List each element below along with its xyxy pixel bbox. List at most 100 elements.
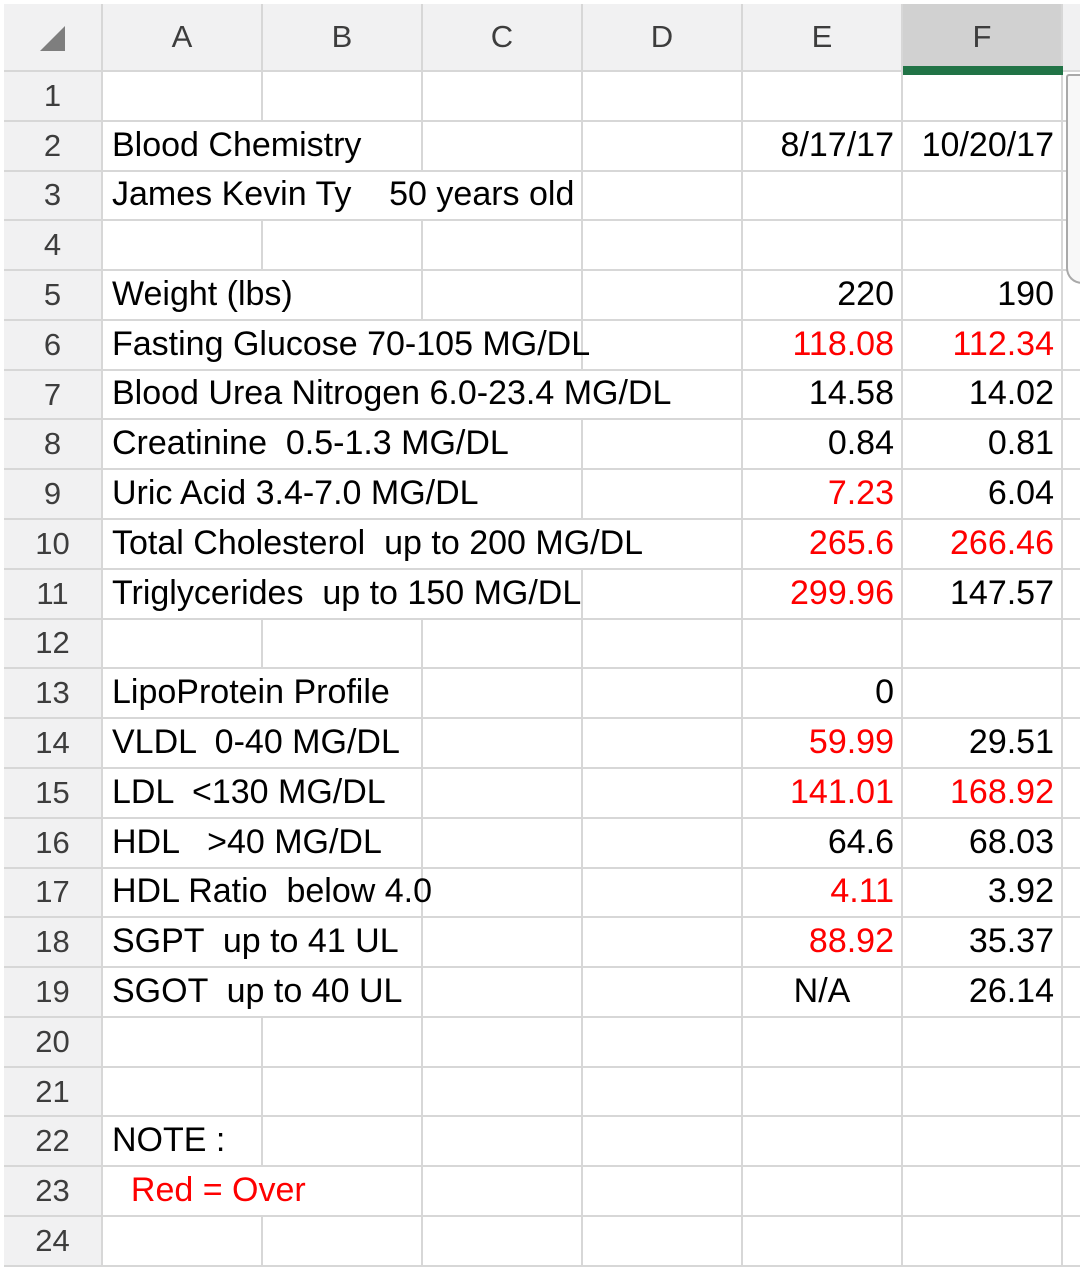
cell-A23[interactable] — [103, 1167, 263, 1215]
cell-F16[interactable]: 68.03 — [903, 818, 1063, 867]
cell-B23[interactable] — [263, 1167, 423, 1215]
cell-B3[interactable] — [263, 172, 423, 220]
partial-cell-20[interactable] — [1063, 1017, 1080, 1066]
cell-E15[interactable]: 141.01 — [743, 768, 903, 817]
cell-C8[interactable] — [423, 420, 583, 469]
cell-A4[interactable] — [103, 221, 263, 270]
cell-C5[interactable] — [423, 271, 583, 319]
row-header-12[interactable]: 12 — [4, 619, 103, 668]
row-header-10[interactable]: 10 — [4, 520, 103, 568]
cell-B8[interactable] — [263, 420, 423, 468]
cell-F24[interactable] — [903, 1216, 1063, 1265]
row-header-15[interactable]: 15 — [4, 768, 103, 817]
cell-B18[interactable] — [263, 918, 423, 967]
cell-C14[interactable] — [423, 719, 583, 767]
cell-E7[interactable]: 14.58 — [743, 370, 903, 419]
cell-A8[interactable] — [103, 420, 263, 468]
row-header-20[interactable]: 20 — [4, 1017, 103, 1066]
row-header-14[interactable]: 14 — [4, 719, 103, 767]
cell-A6[interactable] — [103, 321, 263, 369]
cell-D10[interactable] — [583, 520, 743, 568]
partial-cell-11[interactable] — [1063, 569, 1080, 618]
cell-A13[interactable] — [103, 669, 263, 717]
cell-A14[interactable] — [103, 719, 263, 767]
cell-E1[interactable] — [743, 72, 903, 120]
row-header-8[interactable]: 8 — [4, 420, 103, 469]
cell-D20[interactable] — [583, 1017, 743, 1066]
cell-B19[interactable] — [263, 968, 423, 1016]
cell-B17[interactable] — [263, 868, 423, 917]
cell-B11[interactable] — [263, 570, 423, 618]
cell-E6[interactable]: 118.08 — [743, 320, 903, 369]
cell-C2[interactable] — [423, 121, 583, 170]
partial-cell-18[interactable] — [1063, 918, 1080, 967]
cell-F9[interactable]: 6.04 — [903, 470, 1063, 519]
cell-F20[interactable] — [903, 1017, 1063, 1066]
cell-F6[interactable]: 112.34 — [903, 320, 1063, 369]
row-header-23[interactable]: 23 — [4, 1167, 103, 1215]
cell-F13[interactable] — [903, 669, 1063, 718]
cell-D9[interactable] — [583, 470, 743, 519]
column-header-C[interactable]: C — [423, 4, 583, 72]
cell-B1[interactable] — [263, 72, 423, 120]
cell-E16[interactable]: 64.6 — [743, 818, 903, 867]
cell-E11[interactable]: 299.96 — [743, 569, 903, 618]
cell-F5[interactable]: 190 — [903, 271, 1063, 319]
partial-cell-7[interactable] — [1063, 370, 1080, 419]
column-header-F[interactable]: F — [903, 4, 1063, 72]
partial-cell-24[interactable] — [1063, 1216, 1080, 1265]
cell-F12[interactable] — [903, 619, 1063, 668]
cell-F1[interactable] — [903, 72, 1063, 120]
cell-D7[interactable] — [583, 370, 743, 419]
cell-B9[interactable] — [263, 470, 423, 518]
cell-C23[interactable] — [423, 1167, 583, 1215]
cell-E10[interactable]: 265.6 — [743, 520, 903, 568]
cell-D8[interactable] — [583, 420, 743, 469]
row-header-5[interactable]: 5 — [4, 271, 103, 319]
row-header-16[interactable]: 16 — [4, 818, 103, 867]
row-header-11[interactable]: 11 — [4, 569, 103, 618]
cell-B21[interactable] — [263, 1067, 423, 1116]
cell-C21[interactable] — [423, 1067, 583, 1116]
partial-cell-12[interactable] — [1063, 619, 1080, 668]
cell-D13[interactable] — [583, 669, 743, 718]
partial-cell-10[interactable] — [1063, 520, 1080, 568]
row-header-13[interactable]: 13 — [4, 669, 103, 718]
cell-C16[interactable] — [423, 818, 583, 867]
cell-D16[interactable] — [583, 818, 743, 867]
cell-D5[interactable] — [583, 271, 743, 319]
cell-C17[interactable] — [423, 868, 583, 917]
cell-F22[interactable] — [903, 1117, 1063, 1166]
cell-C19[interactable] — [423, 968, 583, 1016]
cell-B24[interactable] — [263, 1216, 423, 1265]
cell-A15[interactable] — [103, 769, 263, 817]
cell-E22[interactable] — [743, 1117, 903, 1166]
cell-D18[interactable] — [583, 918, 743, 967]
cell-A5[interactable] — [103, 271, 263, 319]
partial-cell-14[interactable] — [1063, 719, 1080, 767]
cell-B5[interactable] — [263, 271, 423, 319]
cell-C24[interactable] — [423, 1216, 583, 1265]
partial-cell-17[interactable] — [1063, 868, 1080, 917]
cell-C11[interactable] — [423, 569, 583, 618]
row-header-18[interactable]: 18 — [4, 918, 103, 967]
cell-A3[interactable] — [103, 172, 263, 220]
cell-D3[interactable] — [583, 171, 743, 220]
partial-cell-22[interactable] — [1063, 1117, 1080, 1166]
cell-F8[interactable]: 0.81 — [903, 420, 1063, 469]
cell-E8[interactable]: 0.84 — [743, 420, 903, 469]
cell-F10[interactable]: 266.46 — [903, 520, 1063, 568]
cell-A22[interactable] — [103, 1117, 263, 1166]
cell-A19[interactable] — [103, 968, 263, 1016]
cell-A9[interactable] — [103, 470, 263, 518]
cell-B15[interactable] — [263, 768, 423, 817]
cell-D24[interactable] — [583, 1216, 743, 1265]
cell-B6[interactable] — [263, 321, 423, 369]
cell-C1[interactable] — [423, 72, 583, 120]
cell-F21[interactable] — [903, 1067, 1063, 1116]
cell-D12[interactable] — [583, 619, 743, 668]
cell-B4[interactable] — [263, 221, 423, 270]
cell-D23[interactable] — [583, 1167, 743, 1215]
cell-F15[interactable]: 168.92 — [903, 768, 1063, 817]
cell-A11[interactable] — [103, 570, 263, 618]
